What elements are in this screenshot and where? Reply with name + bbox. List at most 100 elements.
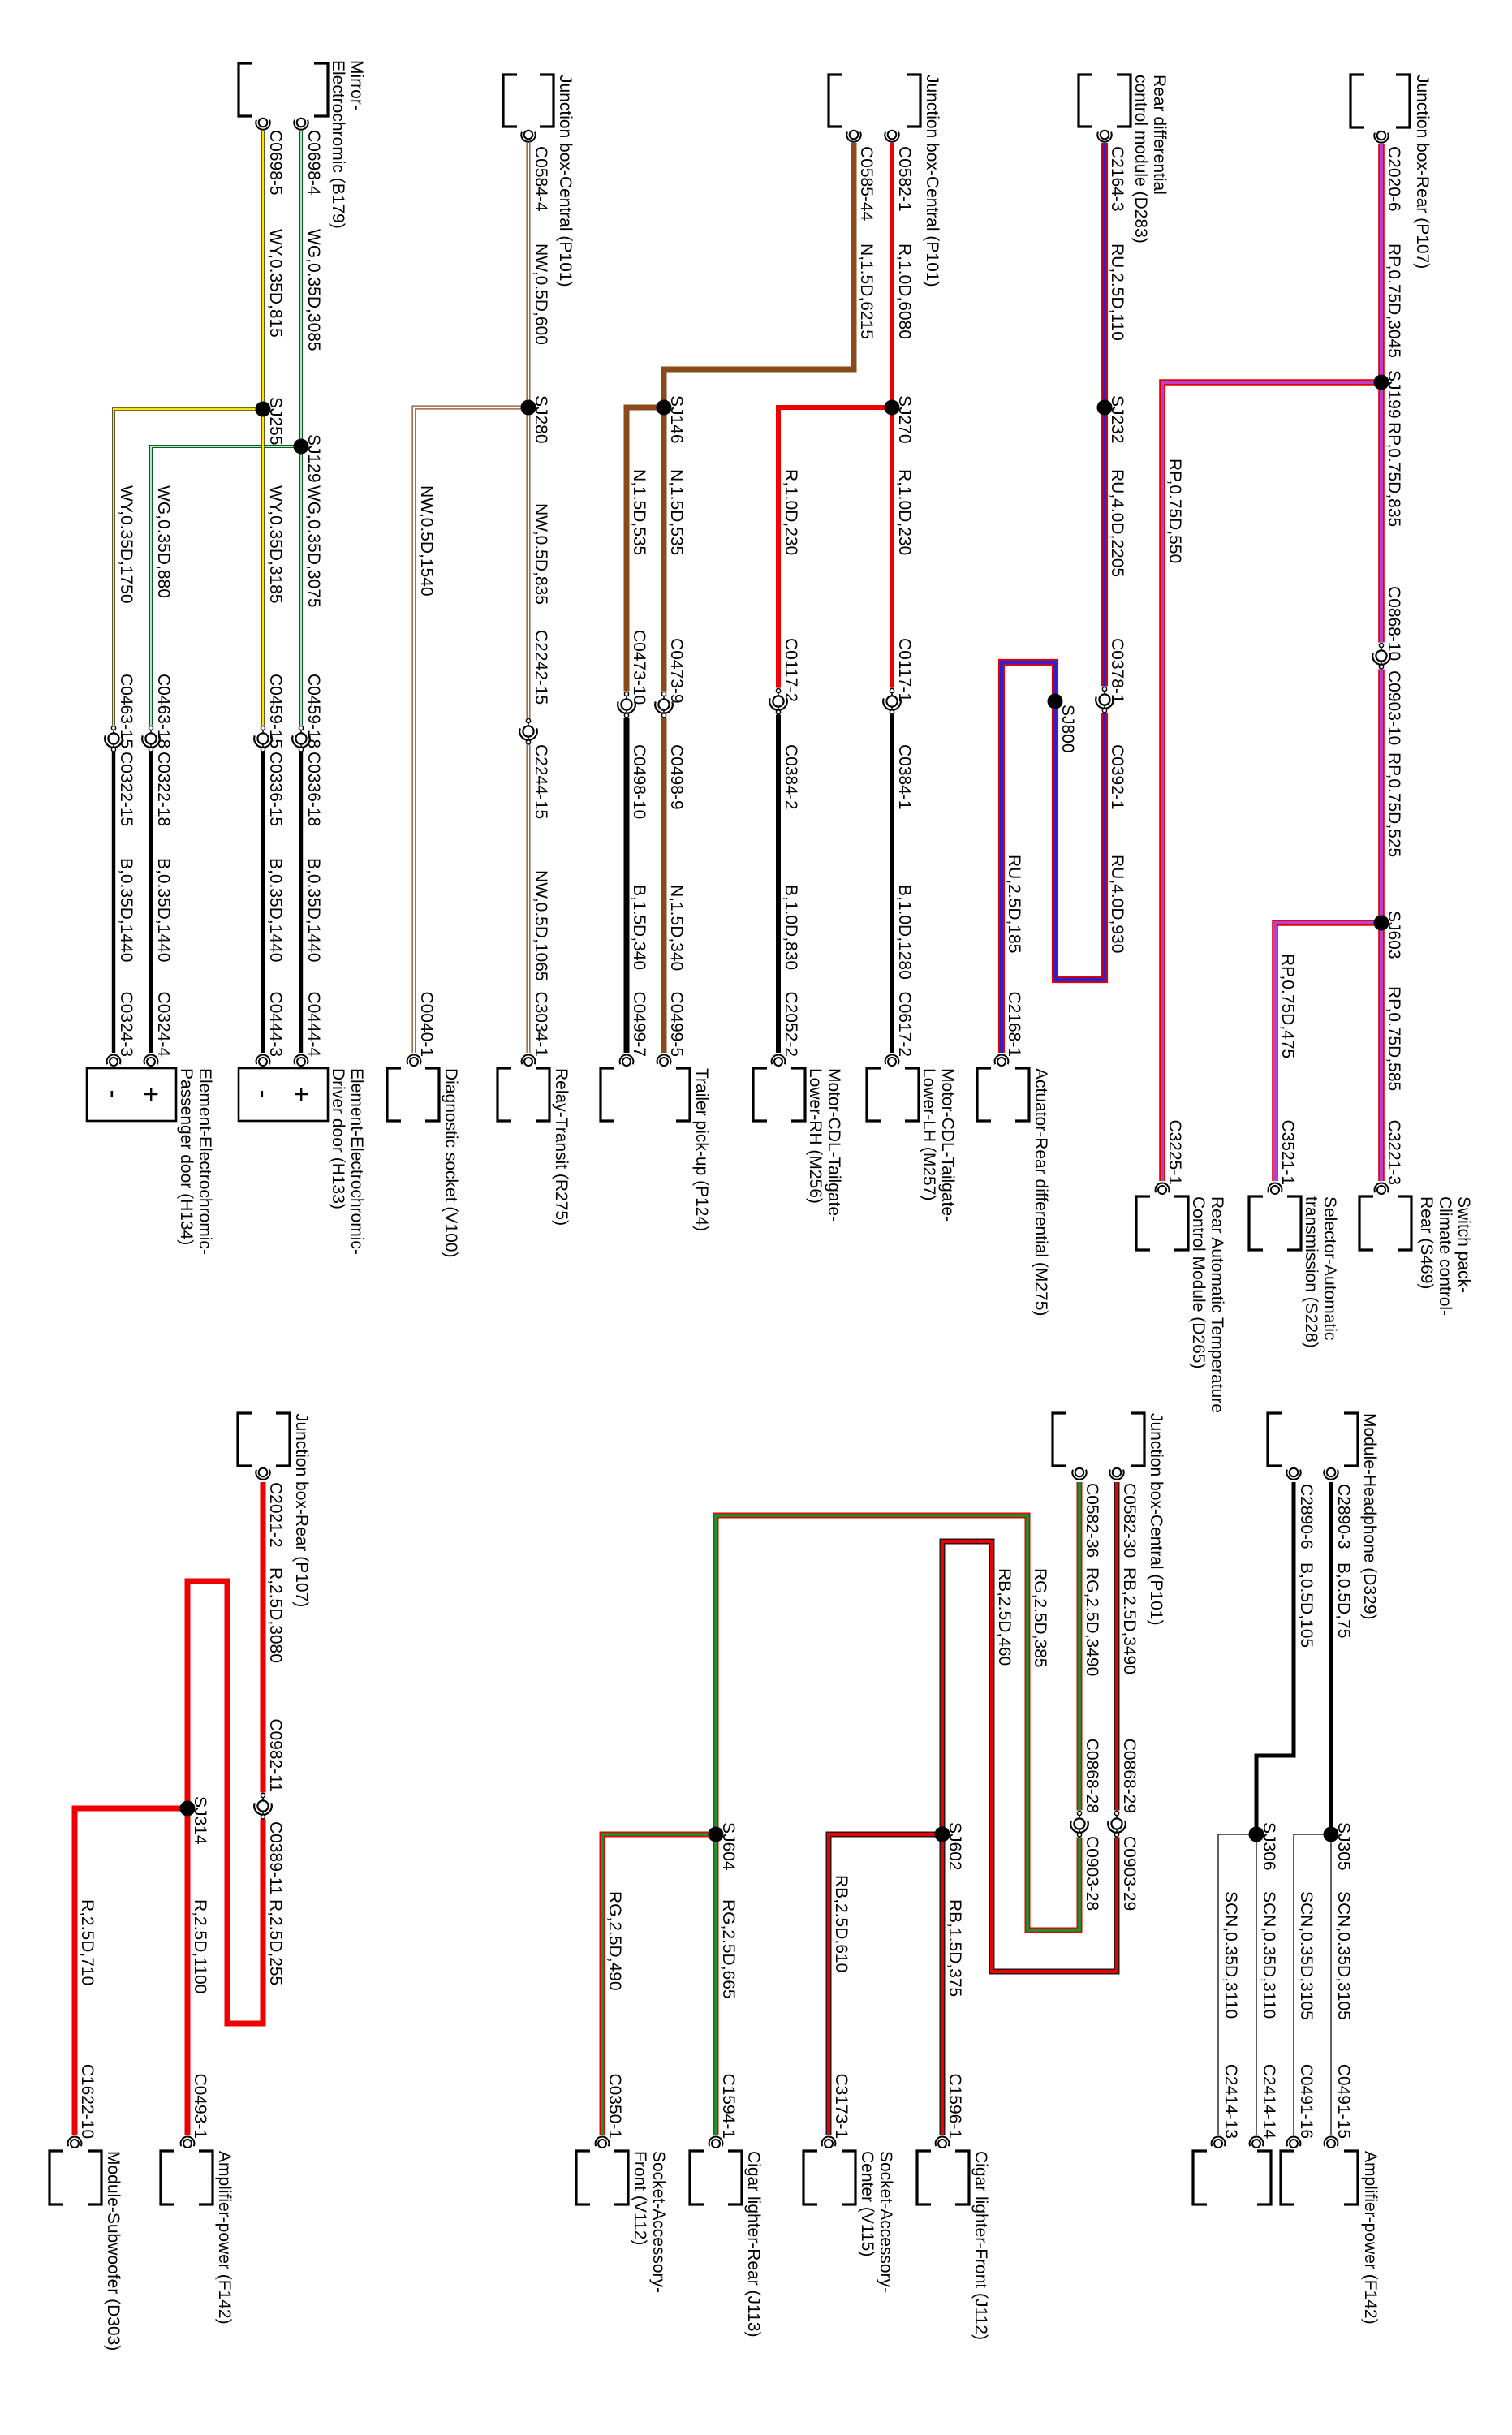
svg-text:C0903-29: C0903-29 xyxy=(1120,1836,1139,1911)
svg-text:Driver door (H133): Driver door (H133) xyxy=(329,1068,347,1209)
svg-text:C0582-30: C0582-30 xyxy=(1120,1483,1139,1558)
svg-text:Rear Automatic Temperature: Rear Automatic Temperature xyxy=(1208,1196,1226,1413)
svg-text:C0868-29: C0868-29 xyxy=(1120,1739,1139,1813)
svg-text:C0585-44: C0585-44 xyxy=(857,146,876,222)
svg-text:C2890-3: C2890-3 xyxy=(1334,1484,1353,1549)
svg-text:Center (V115): Center (V115) xyxy=(858,2151,877,2256)
svg-text:C0040-1: C0040-1 xyxy=(417,991,436,1057)
svg-text:RG,2.5D,490: RG,2.5D,490 xyxy=(605,1891,624,1991)
svg-text:C0459-15: C0459-15 xyxy=(266,674,285,748)
svg-text:R,1.0D,230: R,1.0D,230 xyxy=(782,469,800,555)
svg-text:NW,0.5D,835: NW,0.5D,835 xyxy=(532,503,550,605)
svg-text:Switch pack-: Switch pack- xyxy=(1454,1196,1473,1293)
svg-text:RP,0.75D,525: RP,0.75D,525 xyxy=(1385,752,1403,857)
svg-text:control module (D283): control module (D283) xyxy=(1131,75,1150,244)
svg-text:+: + xyxy=(136,1086,166,1101)
svg-text:N,1.5D,535: N,1.5D,535 xyxy=(630,469,648,555)
svg-text:B,1.5D,340: B,1.5D,340 xyxy=(630,885,648,970)
svg-text:R,2.5D,255: R,2.5D,255 xyxy=(266,1899,285,1985)
svg-text:Amplifier-power (F142): Amplifier-power (F142) xyxy=(1361,2151,1380,2325)
svg-text:WY,0.35D,3185: WY,0.35D,3185 xyxy=(266,485,285,604)
svg-text:C0584-4: C0584-4 xyxy=(532,146,550,212)
svg-text:WG,0.35D,880: WG,0.35D,880 xyxy=(154,485,173,598)
svg-text:N,1.5D,340: N,1.5D,340 xyxy=(667,885,686,971)
svg-text:C3173-1: C3173-1 xyxy=(832,2073,851,2139)
svg-text:C0498-9: C0498-9 xyxy=(667,744,686,810)
svg-text:SCN,0.35D,3110: SCN,0.35D,3110 xyxy=(1221,1891,1240,2019)
svg-text:SJ604: SJ604 xyxy=(719,1822,738,1871)
svg-text:Cigar lighter-Front (J112): Cigar lighter-Front (J112) xyxy=(971,2151,990,2340)
svg-text:C0493-1: C0493-1 xyxy=(191,2073,209,2139)
svg-text:B,0.35D,1440: B,0.35D,1440 xyxy=(266,858,285,962)
svg-text:C0903-10: C0903-10 xyxy=(1385,670,1403,745)
svg-text:Trailer pick-up (P124): Trailer pick-up (P124) xyxy=(692,1068,711,1231)
svg-text:Socket-Accessory-: Socket-Accessory- xyxy=(649,2151,668,2293)
svg-text:SCN,0.35D,3105: SCN,0.35D,3105 xyxy=(1334,1891,1353,2020)
svg-text:SJ602: SJ602 xyxy=(946,1822,964,1871)
svg-text:C0903-28: C0903-28 xyxy=(1083,1836,1101,1911)
svg-text:RG,2.5D,385: RG,2.5D,385 xyxy=(1031,1568,1049,1668)
svg-text:B,1.0D,830: B,1.0D,830 xyxy=(782,885,800,970)
svg-text:C3521-1: C3521-1 xyxy=(1278,1119,1297,1185)
svg-text:C3225-1: C3225-1 xyxy=(1165,1119,1184,1185)
svg-text:C0463-18: C0463-18 xyxy=(154,674,173,748)
svg-text:WG,0.35D,3075: WG,0.35D,3075 xyxy=(304,485,323,608)
svg-text:SJ314: SJ314 xyxy=(191,1796,209,1845)
svg-text:SCN,0.35D,3105: SCN,0.35D,3105 xyxy=(1297,1891,1316,2020)
svg-text:RU,2.5D,110: RU,2.5D,110 xyxy=(1108,244,1126,341)
svg-text:NW,0.5D,600: NW,0.5D,600 xyxy=(532,244,550,345)
svg-text:Rear differential: Rear differential xyxy=(1150,75,1169,195)
svg-text:SJ129: SJ129 xyxy=(304,434,323,483)
svg-text:Actuator-Rear differential (M2: Actuator-Rear differential (M275) xyxy=(1032,1068,1050,1316)
svg-text:C3221-3: C3221-3 xyxy=(1385,1119,1403,1185)
svg-text:RG,2.5D,665: RG,2.5D,665 xyxy=(719,1899,738,1999)
svg-text:B,1.0D,1280: B,1.0D,1280 xyxy=(895,885,914,980)
svg-text:Amplifier-power (F142): Amplifier-power (F142) xyxy=(215,2151,234,2325)
svg-text:C0698-4: C0698-4 xyxy=(304,130,323,196)
svg-text:R,1.0D,230: R,1.0D,230 xyxy=(895,469,914,555)
svg-text:N,1.5D,6215: N,1.5D,6215 xyxy=(857,244,876,339)
svg-text:SJ603: SJ603 xyxy=(1385,911,1403,959)
svg-text:C0324-4: C0324-4 xyxy=(154,991,173,1057)
svg-text:C0444-4: C0444-4 xyxy=(304,991,323,1057)
svg-text:C0698-5: C0698-5 xyxy=(266,130,285,196)
svg-text:SJ199: SJ199 xyxy=(1385,370,1403,419)
svg-text:C0378-1: C0378-1 xyxy=(1108,638,1126,704)
svg-text:C0491-16: C0491-16 xyxy=(1297,2064,1316,2139)
svg-text:C2021-2: C2021-2 xyxy=(266,1482,285,1548)
svg-text:Junction box-Rear (P107): Junction box-Rear (P107) xyxy=(1413,75,1432,269)
svg-text:Electrochromic (B179): Electrochromic (B179) xyxy=(329,60,347,229)
svg-text:C3034-1: C3034-1 xyxy=(532,991,550,1057)
svg-text:B,0.35D,1440: B,0.35D,1440 xyxy=(117,858,136,962)
svg-text:C0499-5: C0499-5 xyxy=(667,991,686,1057)
svg-text:Junction box-Central (P101): Junction box-Central (P101) xyxy=(923,75,941,287)
svg-text:C0499-7: C0499-7 xyxy=(630,991,648,1057)
svg-text:SJ800: SJ800 xyxy=(1058,705,1077,753)
svg-text:SJ305: SJ305 xyxy=(1334,1822,1353,1871)
svg-text:RU,4.0D,2205: RU,4.0D,2205 xyxy=(1108,469,1126,577)
svg-text:WY,0.35D,815: WY,0.35D,815 xyxy=(266,229,285,338)
svg-text:Cigar lighter-Rear (J113): Cigar lighter-Rear (J113) xyxy=(744,2151,763,2338)
svg-text:C0617-2: C0617-2 xyxy=(895,991,914,1057)
svg-text:Element-Electrochromic-: Element-Electrochromic- xyxy=(347,1068,366,1255)
svg-text:C2244-15: C2244-15 xyxy=(532,744,550,819)
svg-text:NW,0.5D,1540: NW,0.5D,1540 xyxy=(417,485,436,597)
svg-text:R,2.5D,710: R,2.5D,710 xyxy=(78,1899,97,1985)
svg-text:Element-Electrochromic-: Element-Electrochromic- xyxy=(196,1068,214,1255)
svg-text:C0322-15: C0322-15 xyxy=(117,752,136,826)
svg-text:C0473-9: C0473-9 xyxy=(667,638,686,704)
svg-text:C0350-1: C0350-1 xyxy=(605,2073,624,2139)
svg-text:C0491-15: C0491-15 xyxy=(1334,2064,1353,2139)
svg-text:C0322-18: C0322-18 xyxy=(154,752,173,826)
svg-text:Module-Subwoofer (D303): Module-Subwoofer (D303) xyxy=(104,2151,123,2351)
svg-text:C0384-1: C0384-1 xyxy=(895,744,914,810)
svg-text:B,0.5D,75: B,0.5D,75 xyxy=(1334,1562,1353,1638)
svg-text:Lower-LH (M257): Lower-LH (M257) xyxy=(920,1068,938,1200)
svg-text:C0459-18: C0459-18 xyxy=(304,674,323,748)
svg-text:Mirror-: Mirror- xyxy=(347,60,366,110)
svg-text:C2164-3: C2164-3 xyxy=(1108,146,1126,212)
svg-text:R,2.5D,1100: R,2.5D,1100 xyxy=(191,1899,209,1993)
svg-text:C1594-1: C1594-1 xyxy=(719,2073,738,2139)
svg-text:SJ232: SJ232 xyxy=(1108,395,1126,444)
svg-text:SJ255: SJ255 xyxy=(266,397,285,446)
